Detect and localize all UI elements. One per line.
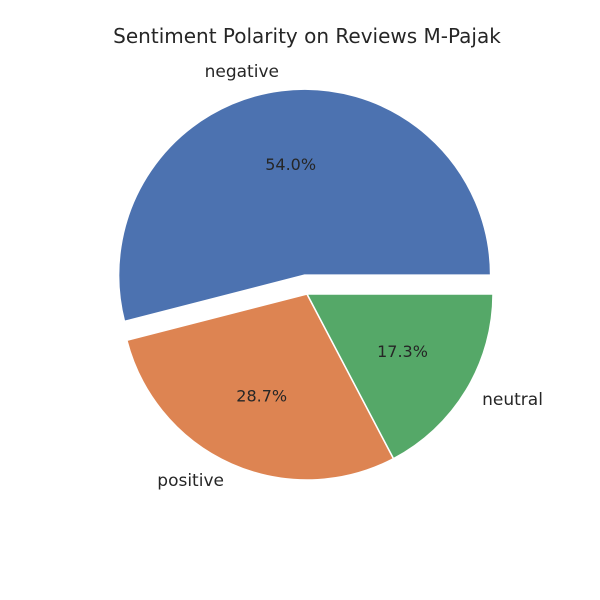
pie-slice-positive bbox=[126, 293, 395, 481]
pie-slice-negative bbox=[117, 88, 492, 323]
pie-category-label-neutral: neutral bbox=[482, 390, 543, 410]
pie-category-label-negative: negative bbox=[205, 62, 279, 82]
pie-pct-label-neutral: 17.3% bbox=[377, 342, 428, 361]
chart-title: Sentiment Polarity on Reviews M-Pajak bbox=[113, 24, 501, 48]
pie-category-label-positive: positive bbox=[157, 471, 224, 491]
pie-slice-neutral bbox=[306, 293, 494, 460]
pie-pct-label-negative: 54.0% bbox=[265, 155, 316, 174]
pie-pct-label-positive: 28.7% bbox=[236, 386, 287, 405]
